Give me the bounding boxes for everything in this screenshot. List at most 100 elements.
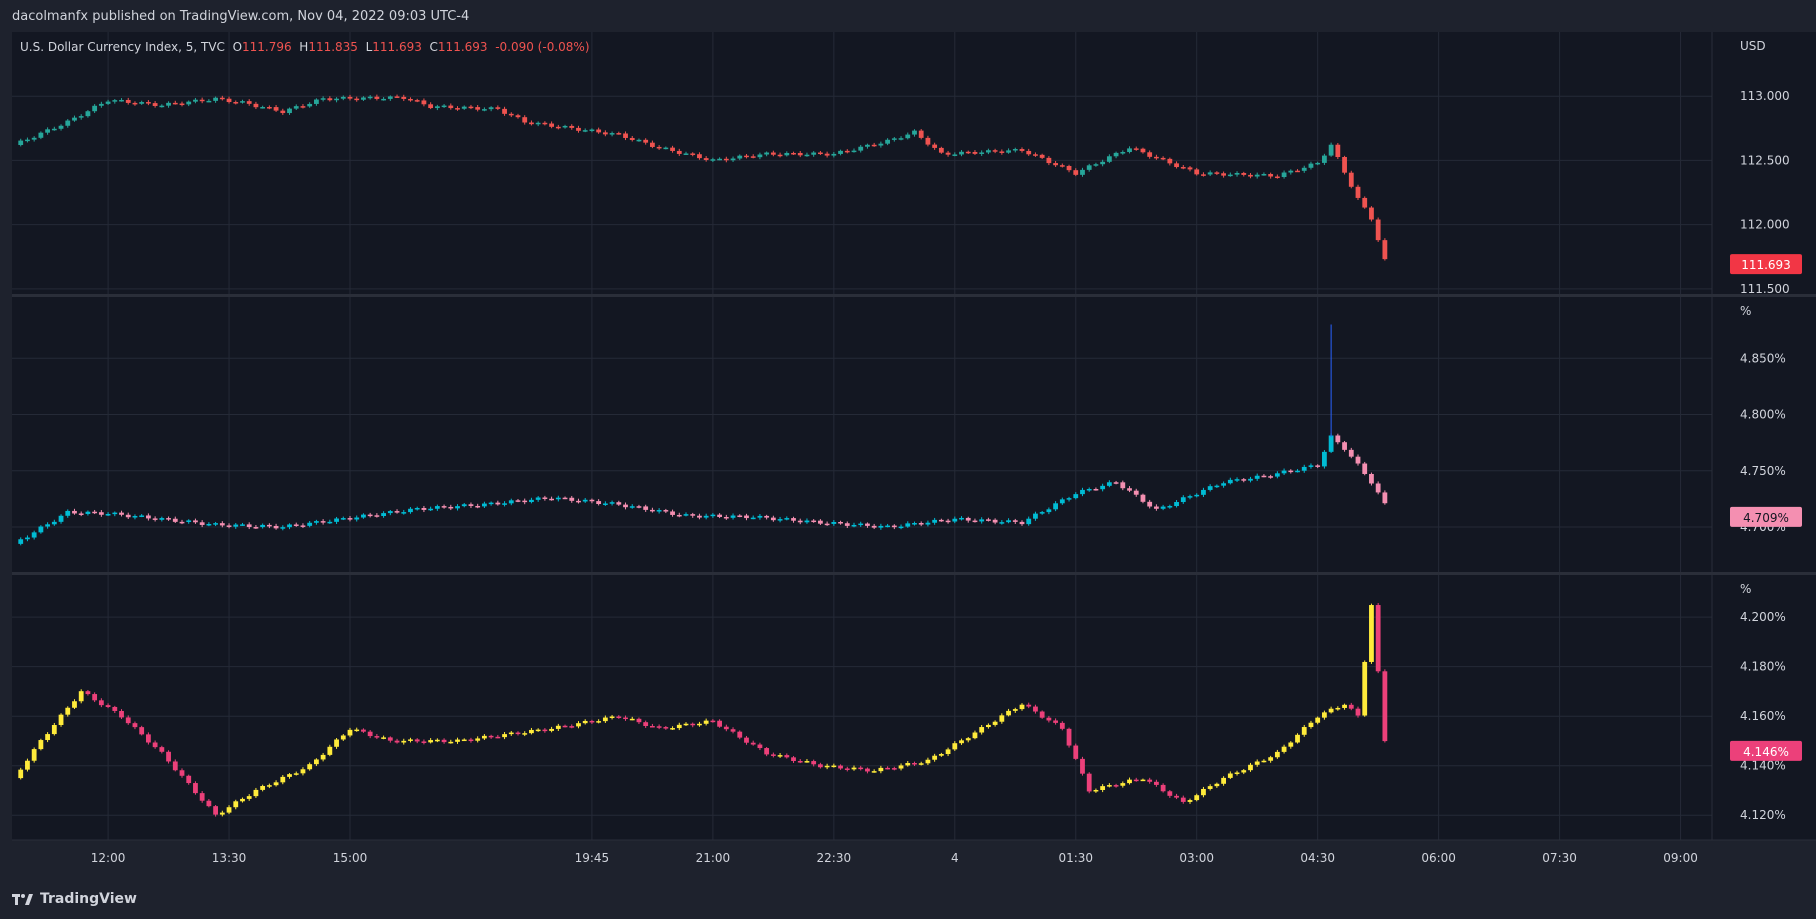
candle-body bbox=[690, 514, 696, 516]
candle-body bbox=[912, 523, 917, 525]
candle-body bbox=[670, 511, 675, 515]
candle-body bbox=[744, 515, 749, 519]
candle-body bbox=[1019, 521, 1025, 525]
candle-body bbox=[1127, 148, 1132, 153]
candle-body bbox=[656, 146, 662, 149]
candle-body bbox=[428, 740, 434, 743]
candle-body bbox=[979, 727, 985, 733]
candle-body bbox=[764, 748, 770, 755]
candle-body bbox=[938, 147, 944, 153]
candle-body bbox=[25, 760, 30, 770]
candle-body bbox=[972, 151, 978, 154]
candle-body bbox=[650, 142, 655, 147]
candle-body bbox=[757, 515, 763, 518]
candle-body bbox=[159, 518, 165, 520]
candle-body bbox=[327, 98, 333, 101]
candle-body bbox=[1274, 473, 1280, 477]
candle-body bbox=[488, 735, 494, 738]
candle-body bbox=[1288, 742, 1294, 747]
candle-body bbox=[219, 523, 225, 526]
candle-body bbox=[838, 150, 843, 154]
candle-body bbox=[172, 761, 178, 771]
candle-body bbox=[791, 152, 796, 155]
candle-body bbox=[1093, 790, 1099, 792]
candle-body bbox=[1328, 144, 1334, 156]
brand-footer: TradingView bbox=[0, 878, 1816, 919]
candle-body bbox=[1174, 795, 1179, 798]
candle-body bbox=[1053, 163, 1058, 166]
time-tick-label: 21:00 bbox=[696, 851, 731, 865]
time-tick-label: 13:30 bbox=[212, 851, 247, 865]
candle-body bbox=[502, 108, 507, 114]
candle-body bbox=[65, 510, 71, 516]
candle-body bbox=[361, 514, 366, 518]
candle-body bbox=[932, 144, 938, 148]
candle-body bbox=[676, 150, 682, 154]
candle-body bbox=[1174, 163, 1179, 168]
candle-body bbox=[172, 102, 178, 105]
candle-body bbox=[1369, 473, 1374, 484]
candle-body bbox=[562, 497, 568, 500]
candle-body bbox=[45, 734, 50, 741]
candle-body bbox=[253, 789, 259, 797]
candle-body bbox=[838, 521, 843, 524]
candle-body bbox=[1180, 497, 1186, 503]
candle-body bbox=[972, 732, 978, 739]
candle-body bbox=[240, 524, 245, 526]
candle-body bbox=[602, 132, 608, 135]
candle-body bbox=[1295, 734, 1300, 743]
time-tick-label: 07:30 bbox=[1542, 851, 1577, 865]
time-tick-label: 4 bbox=[951, 851, 959, 865]
candle-body bbox=[314, 521, 319, 523]
candle-body bbox=[152, 103, 158, 106]
candle-body bbox=[273, 107, 279, 111]
candle-body bbox=[1059, 499, 1065, 504]
candle-body bbox=[1026, 704, 1032, 707]
last-price-value: 4.709% bbox=[1743, 511, 1789, 525]
candle-body bbox=[482, 503, 487, 507]
legend-part: U.S. Dollar Currency Index, 5, TVC bbox=[20, 40, 233, 54]
candle-body bbox=[340, 518, 346, 520]
candle-body bbox=[811, 152, 817, 155]
candle-body bbox=[166, 518, 171, 520]
candle-body bbox=[764, 515, 770, 518]
candle-body bbox=[361, 729, 366, 732]
candle-body bbox=[394, 740, 400, 743]
candle-body bbox=[1281, 746, 1287, 752]
candle-body bbox=[1288, 470, 1294, 473]
candle-body bbox=[401, 740, 407, 743]
candle-body bbox=[119, 710, 124, 718]
candle-body bbox=[1288, 170, 1294, 173]
candle-body bbox=[938, 754, 944, 756]
chart-area[interactable]: 113.000 112.500 112.000 111.500 USD 111.693 4.… bbox=[0, 32, 1816, 878]
candle-body bbox=[986, 150, 991, 153]
candle-body bbox=[1194, 795, 1200, 801]
candle-body bbox=[750, 517, 756, 520]
candle-body bbox=[273, 525, 279, 529]
candle-body bbox=[1227, 479, 1233, 484]
candle-body bbox=[1301, 167, 1307, 171]
candle-body bbox=[1261, 760, 1267, 763]
candle-body bbox=[1355, 186, 1361, 198]
candle-body bbox=[233, 102, 239, 104]
candle-body bbox=[287, 774, 292, 777]
candle-body bbox=[455, 739, 460, 742]
candle-body bbox=[461, 504, 467, 507]
candle-body bbox=[1033, 154, 1038, 156]
candle-body bbox=[710, 514, 716, 517]
candle-body bbox=[663, 147, 669, 150]
candle-body bbox=[717, 158, 722, 161]
candle-body bbox=[266, 524, 272, 527]
candle-body bbox=[1375, 219, 1381, 241]
candle-body bbox=[132, 102, 138, 105]
candle-body bbox=[240, 798, 245, 802]
candle-body bbox=[293, 524, 299, 526]
candle-body bbox=[455, 506, 460, 509]
candle-body bbox=[1342, 704, 1347, 708]
candle-body bbox=[179, 770, 185, 776]
legend-part: H bbox=[299, 40, 308, 54]
candle-body bbox=[468, 106, 474, 109]
candle-body bbox=[1301, 727, 1307, 735]
candle-body bbox=[690, 723, 696, 726]
candle-body bbox=[555, 126, 561, 129]
